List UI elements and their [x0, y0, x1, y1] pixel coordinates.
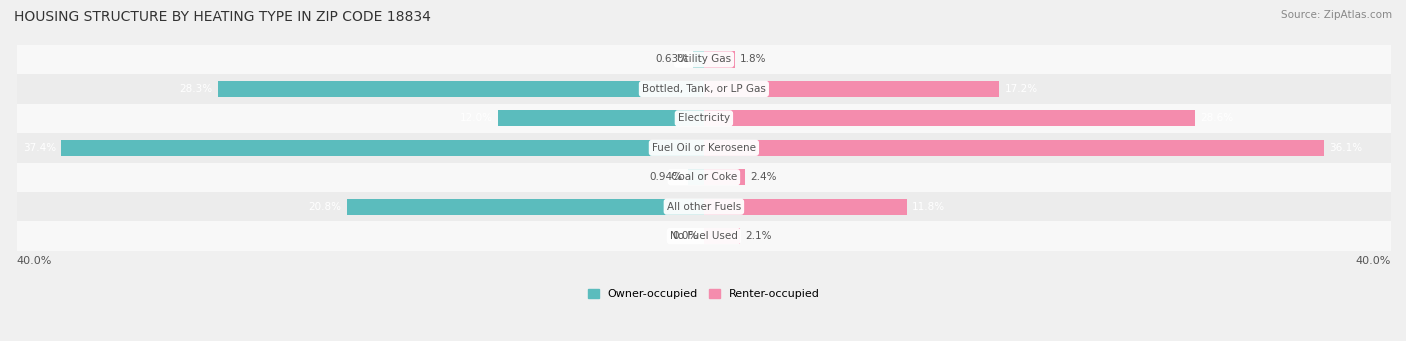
- Bar: [704, 169, 745, 186]
- Bar: [693, 51, 704, 68]
- Text: 11.8%: 11.8%: [911, 202, 945, 212]
- Text: 0.63%: 0.63%: [655, 55, 688, 64]
- Bar: [17, 133, 1391, 163]
- Text: 17.2%: 17.2%: [1004, 84, 1038, 94]
- Bar: [704, 110, 1195, 127]
- Text: Electricity: Electricity: [678, 113, 730, 123]
- Text: 28.6%: 28.6%: [1201, 113, 1233, 123]
- Bar: [218, 81, 704, 97]
- Bar: [17, 192, 1391, 221]
- Text: 40.0%: 40.0%: [1355, 256, 1391, 266]
- Text: 28.3%: 28.3%: [180, 84, 212, 94]
- Text: 37.4%: 37.4%: [22, 143, 56, 153]
- Text: All other Fuels: All other Fuels: [666, 202, 741, 212]
- Bar: [17, 104, 1391, 133]
- Text: 0.94%: 0.94%: [650, 172, 682, 182]
- Text: 20.8%: 20.8%: [308, 202, 342, 212]
- Text: 40.0%: 40.0%: [17, 256, 52, 266]
- Bar: [17, 221, 1391, 251]
- Bar: [704, 228, 740, 244]
- Text: 2.1%: 2.1%: [745, 231, 772, 241]
- Bar: [17, 163, 1391, 192]
- Bar: [704, 140, 1324, 156]
- Bar: [62, 140, 704, 156]
- Text: HOUSING STRUCTURE BY HEATING TYPE IN ZIP CODE 18834: HOUSING STRUCTURE BY HEATING TYPE IN ZIP…: [14, 10, 430, 24]
- Legend: Owner-occupied, Renter-occupied: Owner-occupied, Renter-occupied: [588, 289, 820, 299]
- Bar: [498, 110, 704, 127]
- Bar: [704, 51, 735, 68]
- Text: 12.0%: 12.0%: [460, 113, 492, 123]
- Bar: [688, 169, 704, 186]
- Bar: [17, 45, 1391, 74]
- Text: Utility Gas: Utility Gas: [676, 55, 731, 64]
- Text: 2.4%: 2.4%: [751, 172, 776, 182]
- Text: 36.1%: 36.1%: [1329, 143, 1362, 153]
- Text: Fuel Oil or Kerosene: Fuel Oil or Kerosene: [652, 143, 756, 153]
- Bar: [347, 198, 704, 215]
- Text: 0.0%: 0.0%: [672, 231, 699, 241]
- Text: 1.8%: 1.8%: [740, 55, 766, 64]
- Text: Bottled, Tank, or LP Gas: Bottled, Tank, or LP Gas: [643, 84, 766, 94]
- Text: Source: ZipAtlas.com: Source: ZipAtlas.com: [1281, 10, 1392, 20]
- Bar: [704, 198, 907, 215]
- Bar: [17, 74, 1391, 104]
- Text: Coal or Coke: Coal or Coke: [671, 172, 737, 182]
- Bar: [704, 81, 1000, 97]
- Text: No Fuel Used: No Fuel Used: [671, 231, 738, 241]
